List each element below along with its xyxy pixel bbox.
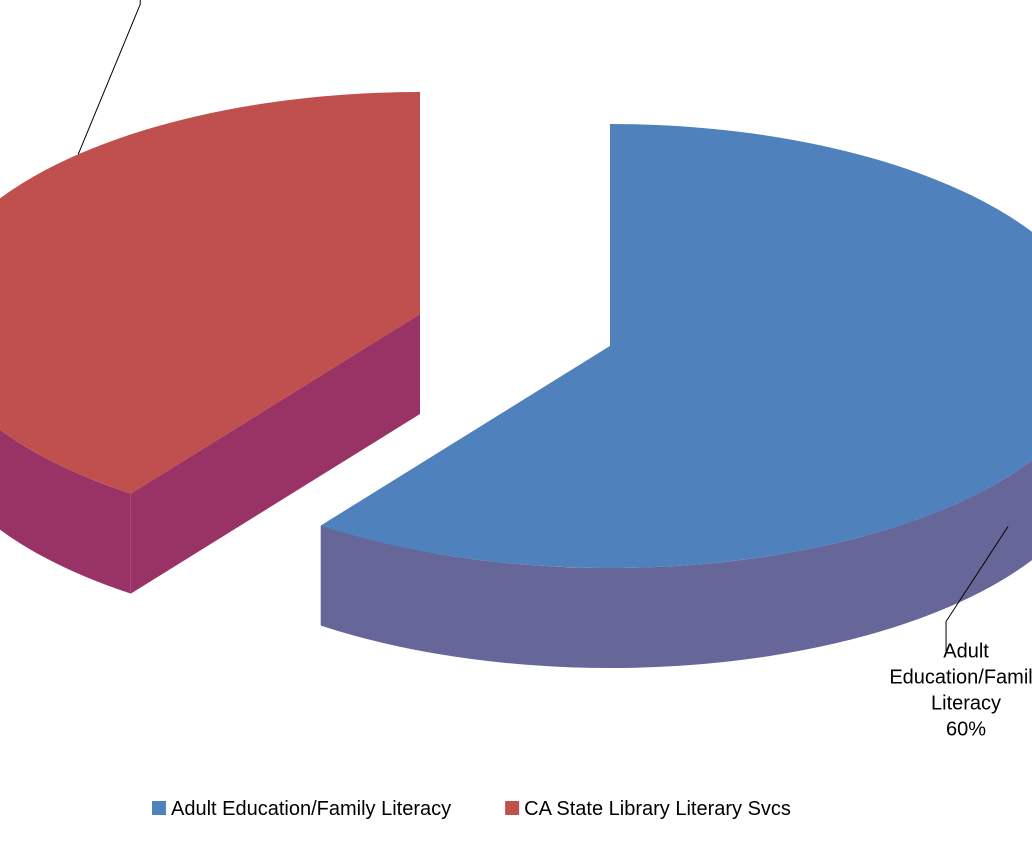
slice-1-data-label: Adult Education/Family Literacy 60%: [889, 640, 1032, 740]
legend-swatch-2: [505, 801, 519, 815]
legend-label-1: Adult Education/Family Literacy: [171, 798, 451, 820]
legend-label-2: CA State Library Literary Svcs: [524, 798, 791, 820]
slice-1-data-label-line: Education/Family: [889, 666, 1032, 688]
slice-1-top: [321, 124, 1032, 568]
slice-2-leader-line: [78, 0, 140, 154]
legend-swatch-1: [152, 801, 166, 815]
slice-1-data-label-line: Literacy: [931, 692, 1001, 714]
slice-1-data-label-line: 60%: [946, 718, 986, 740]
slice-1-data-label-line: Adult: [943, 640, 989, 662]
legend: Adult Education/Family Literacy CA State …: [152, 798, 791, 820]
